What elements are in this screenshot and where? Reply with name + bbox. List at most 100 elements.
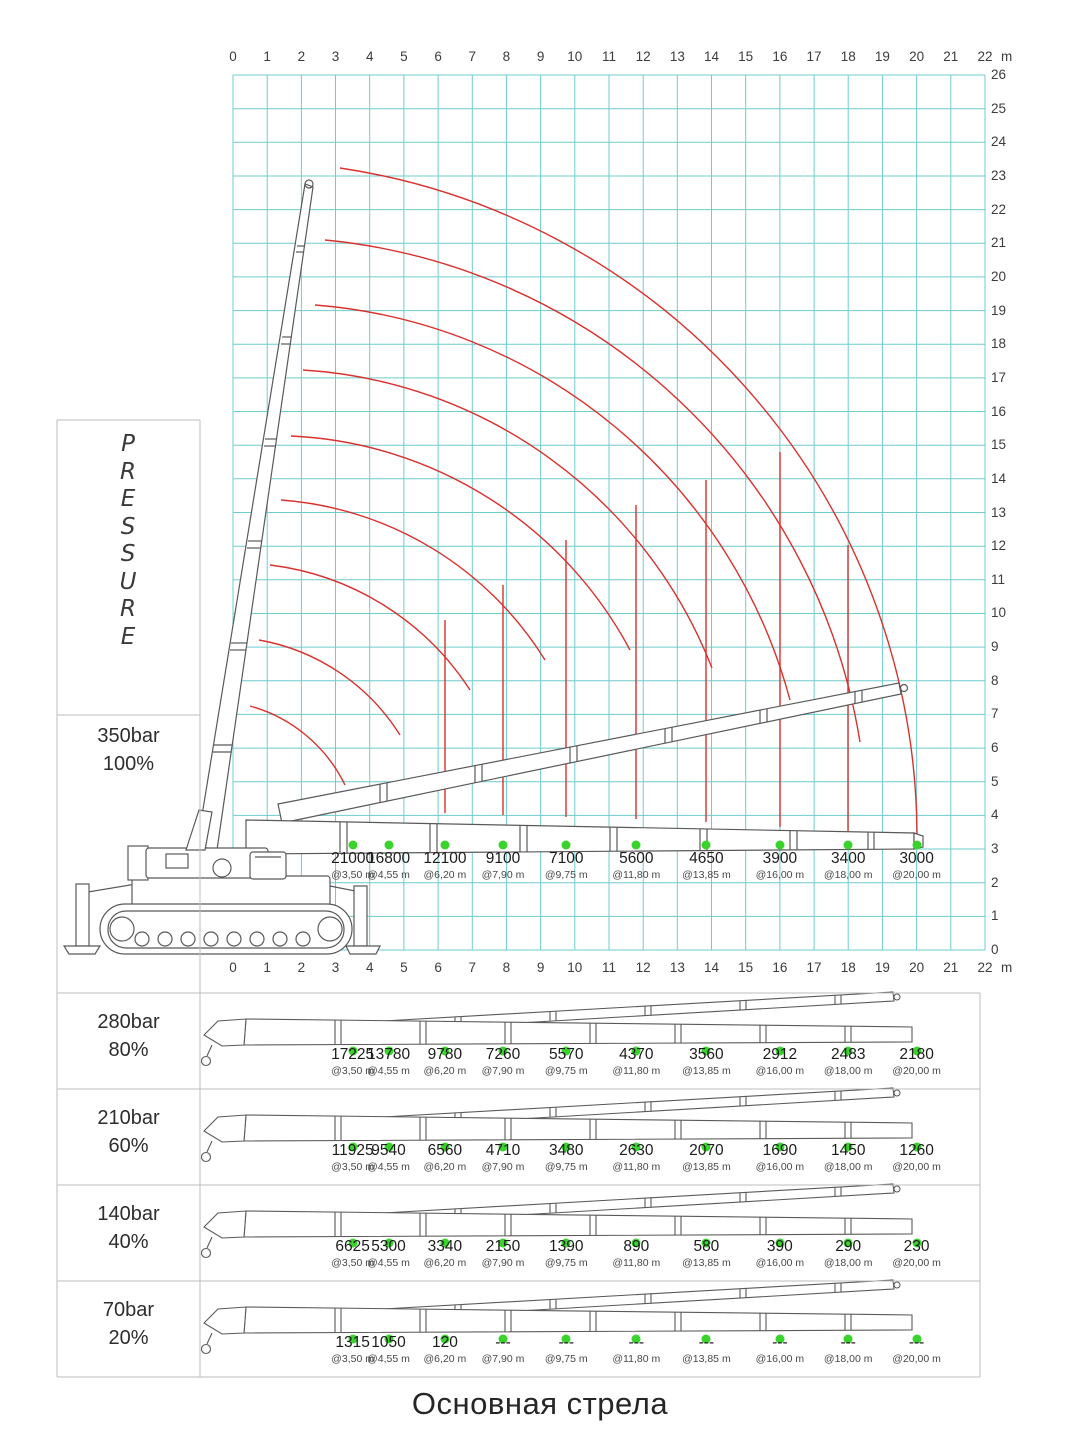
load-value-cell: 1315 @3,50 m — [331, 1334, 374, 1365]
load-value-cell: 4370 @11,80 m — [612, 1046, 660, 1077]
load-value: 3480 — [549, 1142, 584, 1159]
radius-label: @7,90 m — [481, 869, 525, 881]
load-value: 12100 — [423, 850, 467, 867]
load-value-cell: 3560 @13,85 m — [682, 1046, 731, 1077]
x-axis-tick: 17 — [806, 960, 822, 975]
load-value: 17225 — [331, 1046, 375, 1063]
load-value: 390 — [766, 1238, 793, 1255]
x-axis-tick: 2 — [297, 960, 306, 975]
load-value: 16800 — [366, 850, 411, 867]
x-axis-tick: 5 — [400, 960, 408, 975]
load-value-cell: --- @9,75 m — [545, 1334, 588, 1365]
load-value: --- — [628, 1334, 645, 1351]
load-value: --- — [908, 1334, 925, 1351]
load-value: 7100 — [549, 850, 584, 867]
load-value: 3560 — [689, 1046, 724, 1063]
load-value: 120 — [431, 1334, 458, 1351]
pressure-percent: 80% — [108, 1039, 149, 1061]
pressure-value: 350bar — [97, 725, 160, 747]
x-axis-tick: 20 — [909, 960, 925, 975]
load-value-cell: 6560 @6,20 m — [424, 1142, 467, 1173]
load-value-cell: 2150 @7,90 m — [482, 1238, 525, 1269]
radius-label: @11,80 m — [612, 1065, 661, 1077]
load-value: 1050 — [371, 1334, 406, 1351]
pressure-label-70bar: 70bar 20% — [57, 1296, 200, 1352]
radius-label: @13,85 m — [682, 1353, 731, 1365]
radius-label: @6,20 m — [423, 1353, 467, 1365]
load-value: 3900 — [762, 850, 798, 867]
radius-label: @11,80 m — [612, 1353, 661, 1365]
chart-title: Основная стрела — [411, 1386, 669, 1421]
x-axis-tick: 6 — [434, 49, 442, 64]
load-value-cell: 3480 @9,75 m — [545, 1142, 588, 1173]
radius-label: @20,00 m — [892, 869, 941, 881]
load-value: 290 — [835, 1238, 862, 1255]
x-axis-tick: 14 — [704, 960, 720, 975]
capacity-point-dots — [348, 840, 922, 850]
load-value: 11925 — [331, 1142, 374, 1159]
x-axis-unit-top: m — [1001, 49, 1013, 64]
radius-label: @13,85 m — [682, 1161, 731, 1173]
x-axis-tick: 1 — [263, 49, 271, 64]
radius-label: @13,85 m — [682, 1065, 731, 1077]
x-axis-tick: 13 — [669, 960, 685, 975]
load-value: 6625 — [335, 1238, 370, 1255]
x-axis-tick: 11 — [601, 960, 616, 975]
load-value: 5570 — [549, 1046, 584, 1063]
radius-label: @20,00 m — [892, 1161, 941, 1173]
x-axis-tick: 3 — [331, 49, 340, 64]
pressure-label-210bar: 210bar 60% — [57, 1104, 200, 1160]
load-value-cell: 2180 @20,00 m — [892, 1046, 941, 1077]
radius-label: @3,50 m — [331, 1161, 375, 1173]
load-value-cell: 6625 @3,50 m — [331, 1238, 374, 1269]
x-axis-tick: 7 — [468, 49, 477, 64]
load-value: --- — [772, 1334, 788, 1351]
load-value-cell: 16800 @4,55 m — [367, 850, 410, 881]
x-axis-tick: 9 — [536, 960, 545, 975]
load-value: 580 — [693, 1238, 720, 1255]
load-value: 1690 — [762, 1142, 798, 1159]
radius-label: @3,50 m — [331, 869, 375, 881]
load-value: 3340 — [427, 1238, 463, 1255]
x-axis-tick: 19 — [874, 960, 890, 975]
x-axis-tick: 11 — [601, 49, 616, 64]
pressure-value: 280bar — [97, 1011, 160, 1033]
x-axis-top: 0 1 2 3 4 5 6 7 8 9 10 11 12 13 14 15 16 17 18 19 20 21 22 — [0, 49, 1080, 67]
radius-label: @7,90 m — [481, 1353, 525, 1365]
x-axis-tick: 1 — [263, 960, 271, 975]
load-value: 5600 — [619, 850, 654, 867]
load-value-cell: 4650 @13,85 m — [682, 850, 731, 881]
load-value-cell: --- @7,90 m — [482, 1334, 525, 1365]
radius-label: @4,55 m — [367, 1257, 410, 1269]
load-value-cell: 11925 @3,50 m — [331, 1142, 374, 1173]
load-value-cell: 5570 @9,75 m — [545, 1046, 588, 1077]
load-value-cell: 9540 @4,55 m — [367, 1142, 410, 1173]
grid-lines — [232, 74, 986, 951]
x-axis-tick: 22 — [977, 49, 993, 64]
pressure-label-140bar: 140bar 40% — [57, 1200, 200, 1256]
radius-label: @4,55 m — [367, 869, 410, 881]
load-value: 2483 — [830, 1046, 866, 1063]
load-value-cell: 7260 @7,90 m — [482, 1046, 525, 1077]
load-value: 4370 — [619, 1046, 654, 1063]
load-value-cell: --- @13,85 m — [682, 1334, 731, 1365]
load-value: 9100 — [485, 850, 521, 867]
load-value: 1450 — [830, 1142, 866, 1159]
radius-label: @18,00 m — [823, 1161, 873, 1173]
radius-label: @7,90 m — [481, 1161, 525, 1173]
radius-label: @9,75 m — [544, 1161, 588, 1173]
x-axis-tick: 20 — [909, 49, 925, 64]
x-axis-tick: 8 — [502, 960, 511, 975]
radius-label: @11,80 m — [612, 1257, 661, 1269]
radius-label: @3,50 m — [331, 1065, 375, 1077]
x-axis-tick: 12 — [635, 960, 651, 975]
radius-label: @18,00 m — [823, 1065, 873, 1077]
radius-label: @6,20 m — [423, 1161, 467, 1173]
x-axis-tick: 18 — [840, 49, 856, 64]
load-value: 2180 — [899, 1046, 934, 1063]
radius-label: @16,00 m — [755, 1353, 805, 1365]
x-axis-tick: 21 — [943, 960, 959, 975]
radius-label: @4,55 m — [367, 1065, 410, 1077]
load-value: 5300 — [371, 1238, 406, 1255]
x-axis-tick: 15 — [738, 49, 754, 64]
